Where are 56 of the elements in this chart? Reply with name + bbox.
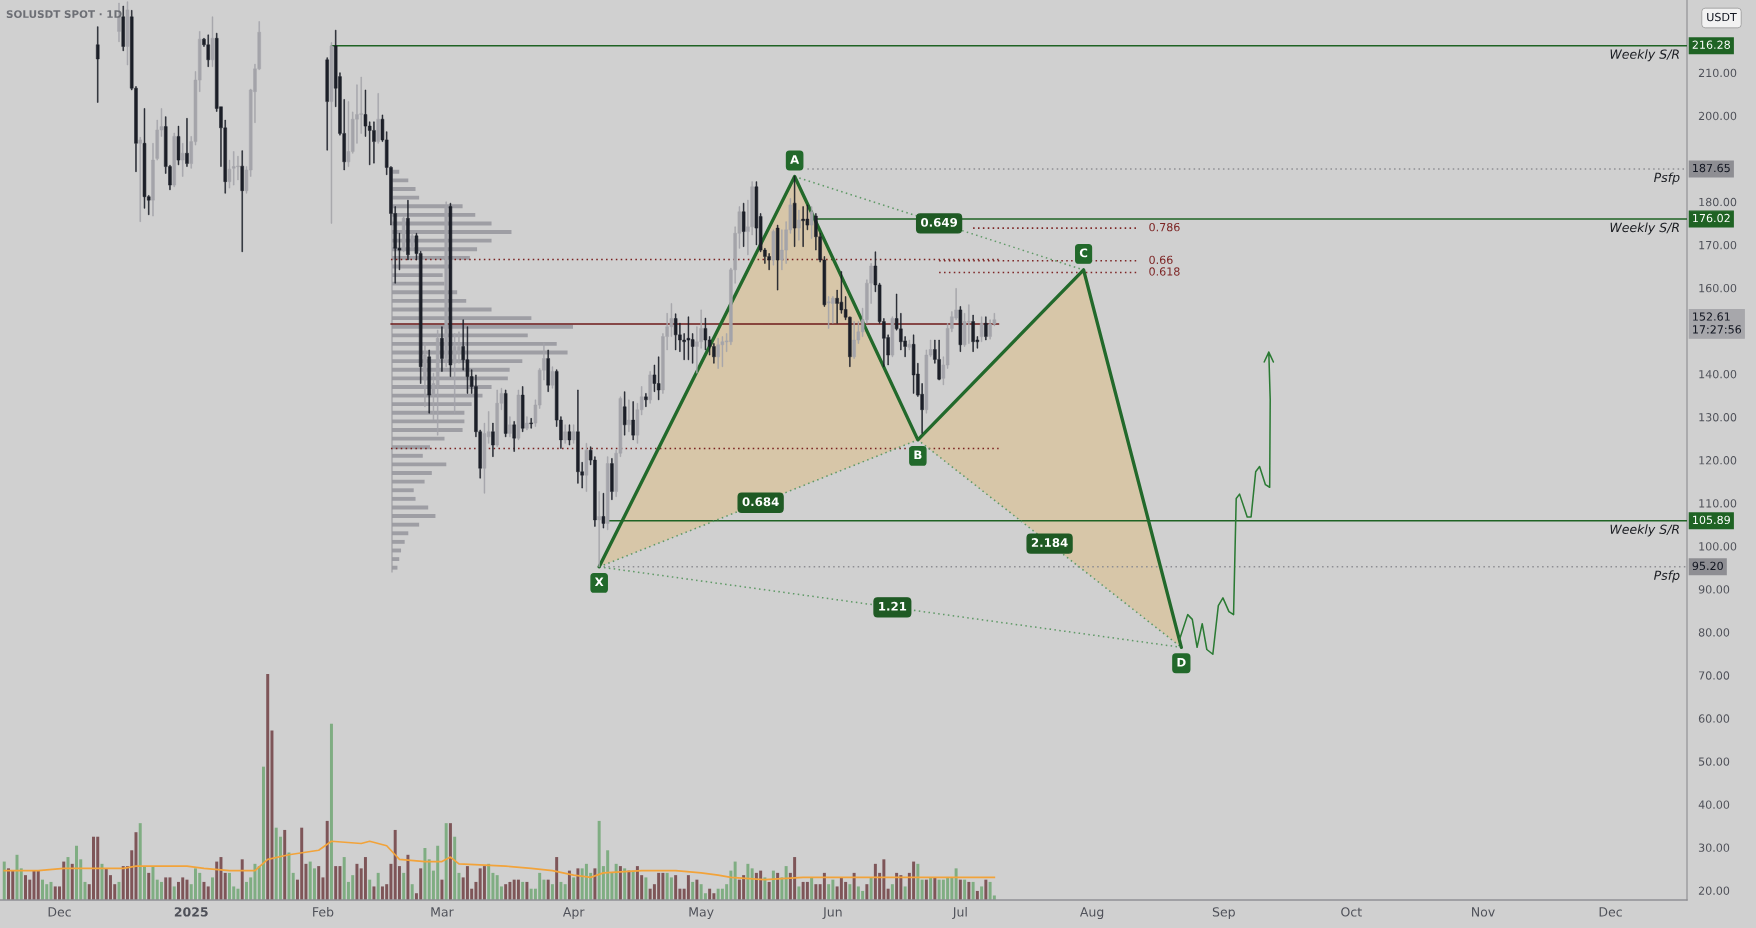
data-label: 95.20 xyxy=(1692,561,1723,571)
x-tick-label: Sep xyxy=(1212,907,1235,920)
annotation: 0.684 xyxy=(742,497,779,507)
y-tick-label: 100.00 xyxy=(1699,542,1737,551)
y-tick-label: 90.00 xyxy=(1698,585,1730,594)
series-label: Psfp xyxy=(1654,570,1680,583)
x-tick-label: Mar xyxy=(431,907,454,917)
y-tick-label: 110.00 xyxy=(1699,499,1737,508)
annotation: 0.649 xyxy=(921,217,958,227)
x-tick-label: Jun xyxy=(822,907,842,919)
series-label: Weekly S/R xyxy=(1610,524,1679,537)
x-tick-label: Oct xyxy=(1341,907,1362,917)
y-tick-label: 40.00 xyxy=(1698,800,1730,809)
text: USDT xyxy=(1707,12,1737,22)
annotation: 1.21 xyxy=(879,601,907,611)
y-tick-label: 180.00 xyxy=(1699,197,1737,207)
x-tick-label: Nov xyxy=(1472,907,1495,917)
series-label: Psfp xyxy=(1654,172,1680,185)
y-tick-label: 20.00 xyxy=(1698,886,1730,895)
text: SOLUSDT SPOT · 1D xyxy=(6,10,122,19)
series-label: 0.618 xyxy=(1149,267,1180,276)
y-tick-label: 120.00 xyxy=(1699,456,1737,465)
x-tick-label: 2025 xyxy=(174,907,208,917)
text: 152.61 17:27:56 xyxy=(1693,312,1742,334)
series-label: 0.786 xyxy=(1149,222,1180,232)
series-label: Weekly S/R xyxy=(1610,49,1679,62)
series-label: Weekly S/R xyxy=(1610,222,1679,235)
data-label: 105.89 xyxy=(1693,515,1730,525)
y-tick-label: 130.00 xyxy=(1699,413,1737,422)
annotation: 2.184 xyxy=(1031,538,1068,548)
y-tick-label: 200.00 xyxy=(1698,111,1737,121)
x-tick-label: Aug xyxy=(1079,907,1104,920)
data-label: D xyxy=(1177,657,1186,667)
x-tick-label: Dec xyxy=(1599,907,1622,917)
data-label: X xyxy=(594,577,604,587)
x-tick-label: May xyxy=(689,907,714,920)
x-tick-label: Jul xyxy=(952,906,967,919)
data-label: 187.65 xyxy=(1693,163,1730,173)
data-label: 176.02 xyxy=(1693,213,1730,223)
y-tick-label: 70.00 xyxy=(1699,671,1730,680)
y-tick-label: 60.00 xyxy=(1698,714,1730,723)
data-label: C xyxy=(1079,248,1088,258)
x-tick-label: Dec xyxy=(48,907,71,917)
series-label: 0.66 xyxy=(1149,255,1173,265)
x-tick-label: Feb xyxy=(313,906,334,917)
y-tick-label: 170.00 xyxy=(1699,240,1737,250)
y-tick-label: 30.00 xyxy=(1698,843,1730,852)
data-label: A xyxy=(790,155,800,164)
y-tick-label: 80.00 xyxy=(1698,628,1730,637)
y-tick-label: 210.00 xyxy=(1698,68,1737,78)
data-label: 216.28 xyxy=(1692,40,1730,49)
y-tick-label: 160.00 xyxy=(1699,283,1737,293)
y-tick-label: 140.00 xyxy=(1699,370,1737,379)
data-label: B xyxy=(914,450,922,460)
y-tick-label: 50.00 xyxy=(1698,757,1730,766)
x-tick-label: Apr xyxy=(562,907,585,920)
